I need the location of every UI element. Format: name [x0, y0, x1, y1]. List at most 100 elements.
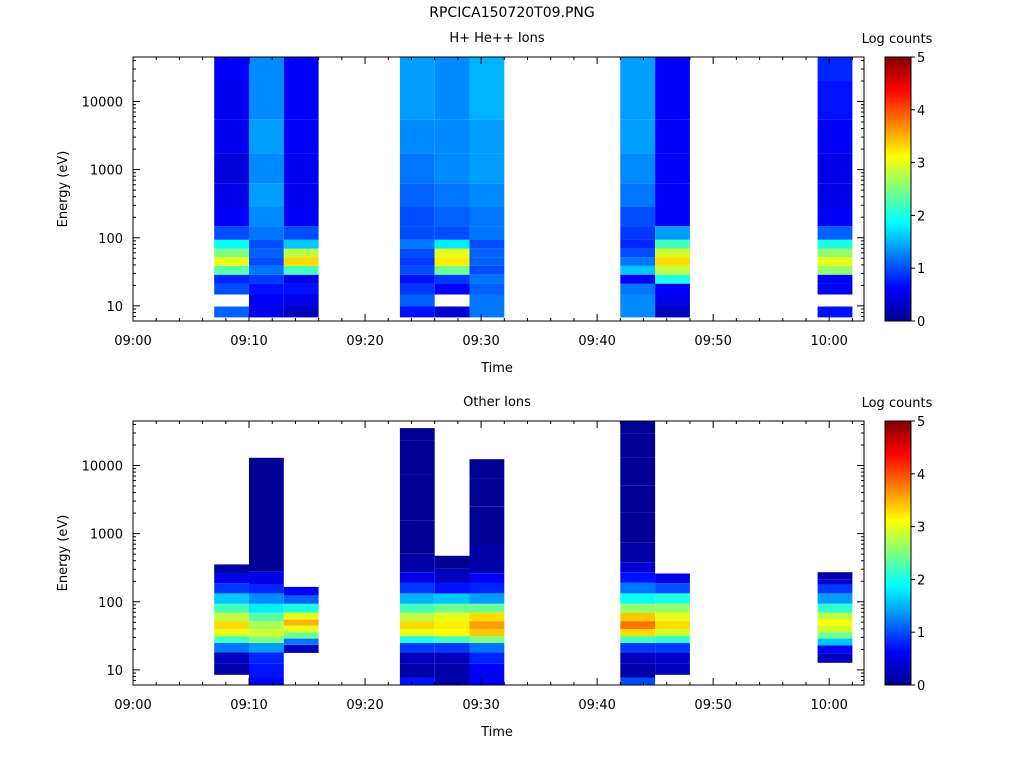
- spectrogram-cell: [399, 440, 435, 475]
- plot-frame: [132, 420, 865, 686]
- spectrogram-cell: [399, 643, 435, 653]
- y-tick-label: 1000: [90, 528, 123, 543]
- spectrogram-cell: [283, 257, 319, 266]
- spectrogram-cell: [399, 582, 435, 594]
- spectrogram-cell: [399, 553, 435, 573]
- y-axis-label: Energy (eV): [56, 515, 71, 592]
- plot-frame: [132, 56, 865, 322]
- spectrogram-cell: [399, 621, 435, 630]
- spectrogram-cell: [620, 433, 656, 458]
- spectrogram-cell: [214, 573, 249, 584]
- spectrogram-cell: [249, 612, 284, 622]
- colorbar: [884, 56, 912, 322]
- spectrogram-cell: [817, 81, 853, 120]
- x-tick-label: 09:40: [578, 698, 615, 713]
- spectrogram-cell: [283, 612, 319, 620]
- spectrogram-cell: [620, 572, 656, 583]
- spectrogram-cell: [469, 226, 505, 240]
- spectrogram-cell: [655, 119, 690, 154]
- spectrogram-cell: [620, 593, 656, 604]
- spectrogram-cell: [620, 542, 656, 563]
- spectrogram-cell: [469, 57, 505, 81]
- y-axis-ticks: 10 100 1000 10000: [82, 423, 864, 686]
- spectrogram-cells: [214, 57, 853, 318]
- spectrogram-cell: [469, 603, 505, 613]
- colorbar-label: Log counts: [862, 396, 933, 411]
- spectrogram-cell: [399, 283, 435, 295]
- colorbar-tick-label: 3: [917, 157, 925, 172]
- spectrogram-cell: [283, 248, 319, 258]
- spectrogram-cell: [399, 652, 435, 664]
- spectrogram-cell: [817, 274, 853, 284]
- spectrogram-cell: [469, 257, 505, 266]
- spectrogram-cell: [249, 239, 284, 249]
- spectrogram-cell: [620, 677, 656, 685]
- spectrogram-cell: [214, 593, 249, 604]
- spectrogram-cell: [817, 226, 853, 240]
- spectrogram-cell: [817, 584, 853, 594]
- spectrogram-cell: [399, 612, 435, 622]
- spectrogram-cell: [214, 239, 249, 249]
- spectrogram-cell: [434, 652, 470, 664]
- spectrogram-cell: [434, 555, 470, 569]
- spectrogram-cell: [434, 153, 470, 184]
- spectrogram-cell: [817, 572, 853, 580]
- spectrogram-cell: [214, 583, 249, 594]
- spectrogram-cell: [214, 612, 249, 622]
- spectrogram-cell: [399, 239, 435, 249]
- spectrogram-cell: [817, 645, 853, 654]
- spectrogram-cell: [620, 612, 656, 622]
- spectrogram-cell: [249, 119, 284, 154]
- spectrogram-cell: [249, 257, 284, 266]
- y-tick-label: 10: [106, 664, 123, 679]
- spectrogram-cell: [214, 119, 249, 154]
- y-tick-label: 10: [106, 300, 123, 315]
- spectrogram-cell: [249, 584, 284, 594]
- spectrogram-cell: [655, 294, 690, 307]
- spectrogram-cell: [655, 239, 690, 249]
- spectrogram-cell: [655, 612, 690, 622]
- spectrogram-cell: [434, 663, 470, 678]
- spectrogram-cell: [214, 306, 249, 318]
- spectrogram-cell: [399, 306, 435, 318]
- spectrogram-cell: [620, 119, 656, 154]
- panel-h-he-ions: H+ He++ Ions 09:00 09:10 09:20 09:30 09:40 09…: [56, 31, 933, 376]
- x-axis-label: Time: [480, 725, 513, 740]
- spectrogram-cell: [817, 119, 853, 154]
- spectrogram-cell: [620, 57, 656, 81]
- spectrogram-cell: [214, 274, 249, 284]
- spectrogram-cell: [434, 81, 470, 120]
- spectrogram-cell: [434, 266, 470, 275]
- spectrogram-cell: [249, 81, 284, 120]
- spectrogram-cell: [214, 564, 249, 574]
- x-tick-label: 09:50: [694, 334, 731, 349]
- spectrogram-cell: [434, 603, 470, 613]
- colorbar-tick-label: 4: [917, 468, 925, 483]
- spectrogram-cell: [249, 571, 284, 585]
- spectrogram-cell: [249, 663, 284, 678]
- spectrogram-cell: [434, 306, 470, 318]
- spectrogram-cell: [469, 506, 505, 545]
- colorbar-ticks: 0 1 2 3 4 5: [911, 51, 925, 330]
- spectrogram-cell: [655, 57, 690, 81]
- y-tick-label: 1000: [90, 164, 123, 179]
- y-axis-label: Energy (eV): [56, 151, 71, 228]
- spectrogram-cell: [249, 629, 284, 637]
- spectrogram-cell: [620, 266, 656, 275]
- spectrogram-cell: [214, 621, 249, 630]
- spectrogram-cell: [620, 582, 656, 594]
- spectrogram-cell: [655, 266, 690, 275]
- spectrogram-cell: [434, 283, 470, 295]
- spectrogram-cell: [620, 294, 656, 307]
- spectrogram-cell: [214, 603, 249, 613]
- colorbar-ticks: 0 1 2 3 4 5: [911, 415, 925, 694]
- x-tick-label: 09:20: [346, 334, 383, 349]
- spectrogram-cell: [399, 207, 435, 227]
- spectrogram-cell: [214, 663, 249, 675]
- spectrogram-cell: [434, 239, 470, 249]
- spectrogram-cell: [283, 625, 319, 633]
- spectrogram-cell: [817, 612, 853, 620]
- spectrogram-cell: [283, 183, 319, 207]
- spectrogram-cell: [620, 226, 656, 240]
- x-tick-label: 09:30: [462, 334, 499, 349]
